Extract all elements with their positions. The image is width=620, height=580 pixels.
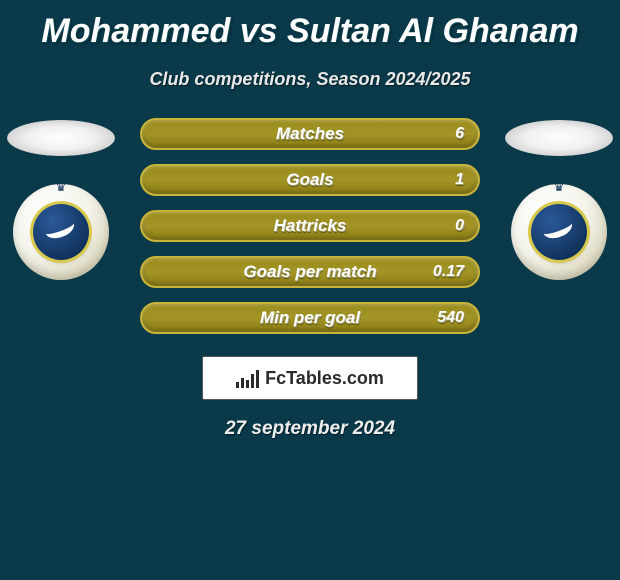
stat-label: Goals per match bbox=[243, 262, 376, 282]
stat-value-right: 1 bbox=[455, 171, 464, 189]
stat-label: Matches bbox=[276, 124, 344, 144]
stat-row: Goals 1 bbox=[140, 164, 480, 196]
bar-icon-segment bbox=[241, 378, 244, 388]
crest-crown-icon: ♛ bbox=[56, 180, 67, 194]
crest-text-band bbox=[26, 258, 96, 272]
stat-label: Goals bbox=[286, 170, 333, 190]
stats-list: Matches 6 Goals 1 Hattricks 0 Goals per match 0… bbox=[140, 118, 480, 334]
player-left-silhouette bbox=[7, 120, 115, 156]
crest-crown-icon: ♛ bbox=[554, 180, 565, 194]
bar-icon-segment bbox=[256, 370, 259, 388]
stat-value-right: 540 bbox=[437, 309, 464, 327]
date-text: 27 september 2024 bbox=[0, 418, 620, 440]
bar-icon-segment bbox=[236, 382, 239, 388]
stat-row: Hattricks 0 bbox=[140, 210, 480, 242]
stat-row: Goals per match 0.17 bbox=[140, 256, 480, 288]
subtitle: Club competitions, Season 2024/2025 bbox=[0, 69, 620, 90]
brand-text: FcTables.com bbox=[265, 368, 384, 389]
bar-icon-segment bbox=[251, 374, 254, 388]
stat-value-right: 0 bbox=[455, 217, 464, 235]
club-crest-right: ♛ bbox=[511, 184, 607, 280]
player-right-silhouette bbox=[505, 120, 613, 156]
stat-row: Matches 6 bbox=[140, 118, 480, 150]
player-right-column: ♛ bbox=[504, 120, 614, 280]
stat-value-right: 0.17 bbox=[433, 263, 464, 281]
crest-swoosh-icon bbox=[42, 215, 76, 242]
crest-inner-disc bbox=[531, 204, 587, 260]
branding-badge[interactable]: FcTables.com bbox=[202, 356, 418, 400]
crest-swoosh-icon bbox=[540, 215, 574, 242]
stat-label: Min per goal bbox=[260, 308, 360, 328]
stat-value-right: 6 bbox=[455, 125, 464, 143]
crest-inner-disc bbox=[33, 204, 89, 260]
club-crest-left: ♛ bbox=[13, 184, 109, 280]
stat-row: Min per goal 540 bbox=[140, 302, 480, 334]
bar-icon-segment bbox=[246, 380, 249, 388]
crest-text-band bbox=[524, 258, 594, 272]
player-left-column: ♛ bbox=[6, 120, 116, 280]
bar-chart-icon bbox=[236, 368, 259, 388]
stat-label: Hattricks bbox=[274, 216, 347, 236]
page-title: Mohammed vs Sultan Al Ghanam bbox=[0, 0, 620, 51]
